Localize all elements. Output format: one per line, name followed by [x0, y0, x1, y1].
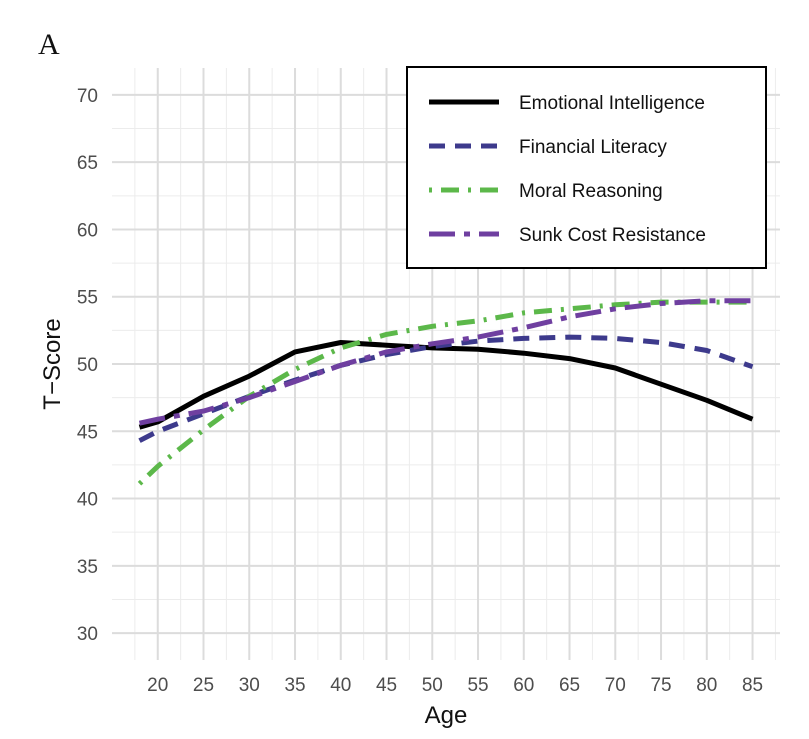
x-tick-label: 60	[513, 675, 534, 696]
x-tick-label: 75	[650, 675, 671, 696]
y-tick-label: 35	[77, 557, 98, 578]
series-lines	[137, 298, 754, 486]
y-tick-label: 65	[77, 153, 98, 174]
x-tick-label: 25	[193, 675, 214, 696]
series-line-sunk-cost-resistance	[138, 298, 753, 426]
x-tick-label: 30	[239, 675, 260, 696]
x-tick-label: 80	[696, 675, 717, 696]
legend-label: Sunk Cost Resistance	[519, 225, 706, 246]
x-tick-label: 65	[559, 675, 580, 696]
x-tick-label: 45	[376, 675, 397, 696]
x-tick-label: 40	[330, 675, 351, 696]
y-tick-label: 45	[77, 422, 98, 443]
x-tick-label: 70	[605, 675, 626, 696]
x-tick-label: 35	[284, 675, 305, 696]
x-tick-labels: 20 25 30 35 40 45 50 55 60 65 70 75 80 85	[147, 675, 763, 696]
y-axis-title: T−Score	[39, 318, 66, 409]
series-line-financial-literacy	[138, 334, 754, 443]
legend: Emotional Intelligence Financial Literacy…	[406, 66, 767, 269]
x-tick-label: 20	[147, 675, 168, 696]
panel-label: A	[38, 28, 60, 61]
legend-label: Moral Reasoning	[519, 181, 663, 202]
y-tick-label: 55	[77, 288, 98, 309]
y-tick-label: 50	[77, 355, 98, 376]
x-tick-label: 55	[467, 675, 488, 696]
y-tick-label: 70	[77, 86, 98, 107]
legend-label: Financial Literacy	[519, 137, 667, 158]
y-tick-label: 30	[77, 624, 98, 645]
y-tick-labels: 30 35 40 45 50 55 60 65 70	[77, 86, 98, 645]
legend-label: Emotional Intelligence	[519, 93, 705, 114]
series-line-emotional-intelligence	[138, 340, 754, 430]
x-tick-label: 85	[742, 675, 763, 696]
y-tick-label: 40	[77, 490, 98, 511]
series-line-moral-reasoning	[137, 299, 753, 486]
x-tick-label: 50	[422, 675, 443, 696]
x-axis-title: Age	[425, 702, 468, 729]
y-tick-label: 60	[77, 220, 98, 241]
